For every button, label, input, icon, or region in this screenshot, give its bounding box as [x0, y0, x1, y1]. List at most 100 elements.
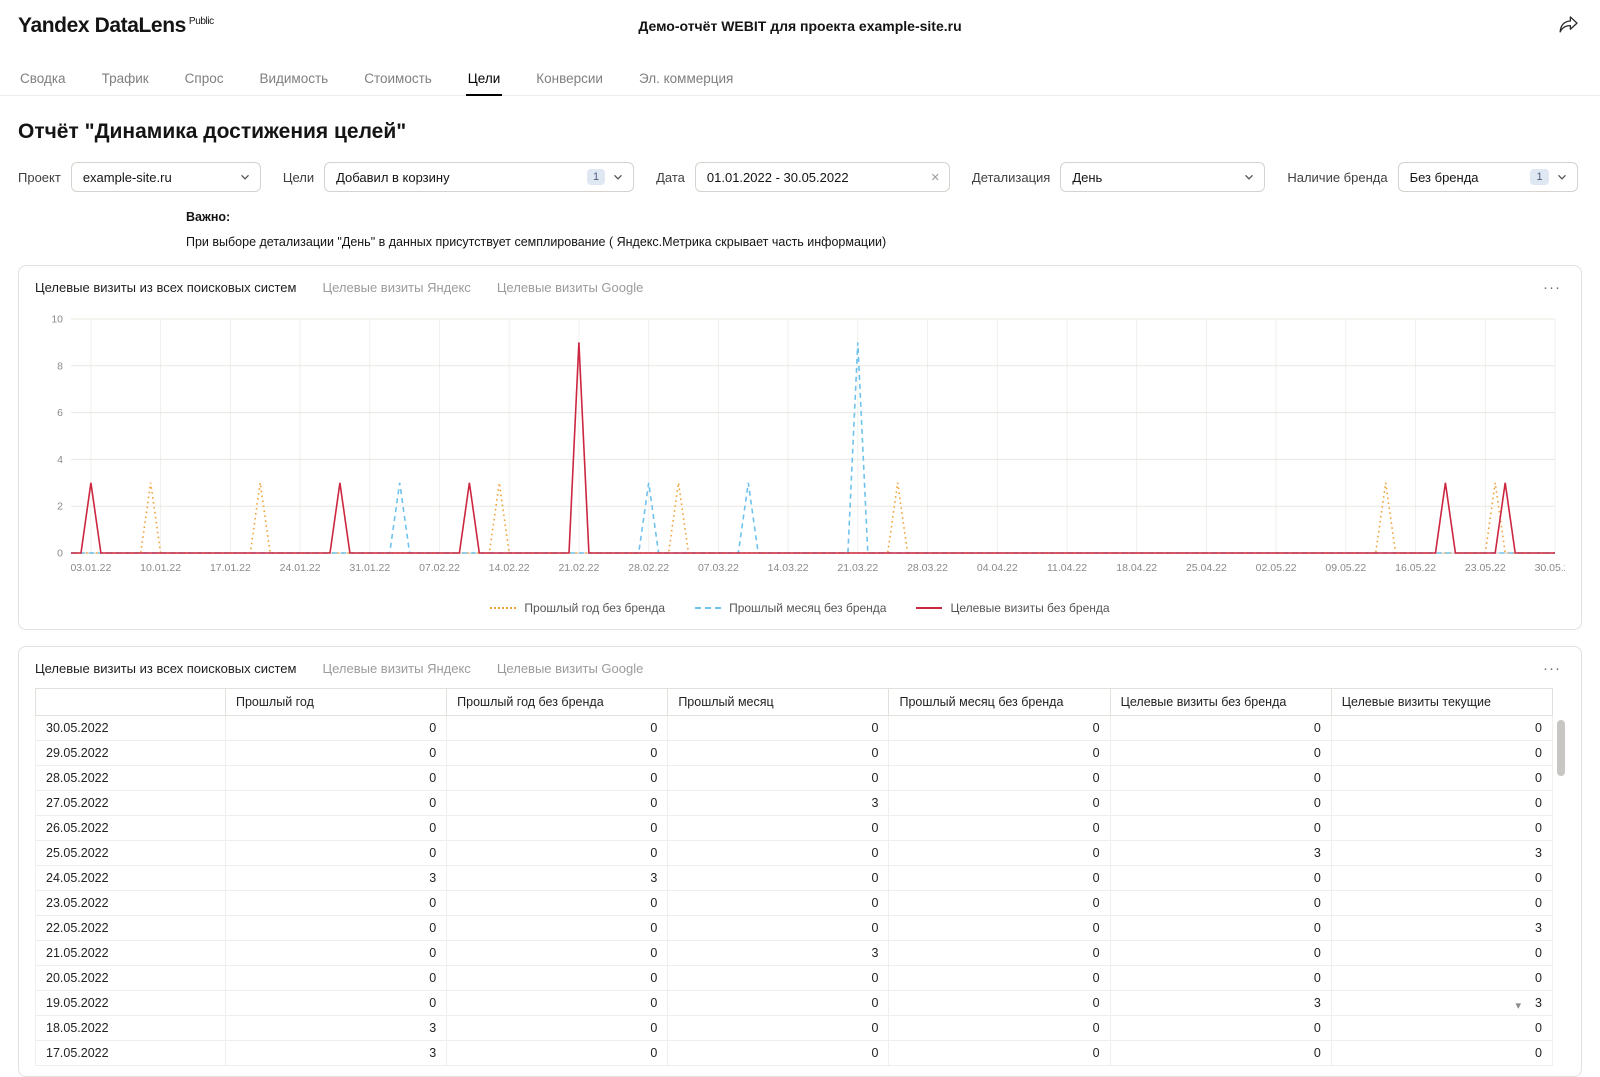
filter-control-date[interactable]: 01.01.2022 - 30.05.2022✕: [695, 162, 950, 192]
value-cell: 0: [447, 791, 668, 816]
clear-icon[interactable]: ✕: [931, 171, 940, 184]
more-menu-icon[interactable]: ···: [1539, 659, 1565, 678]
svg-text:03.01.22: 03.01.22: [70, 562, 111, 574]
logo-badge: Public: [189, 16, 214, 27]
table-scrollbar[interactable]: [1557, 720, 1565, 1050]
table-body: 30.05.202200000029.05.202200000028.05.20…: [36, 716, 1553, 1066]
date-cell: 23.05.2022: [36, 891, 226, 916]
more-menu-icon[interactable]: ···: [1539, 278, 1565, 297]
value-cell: 0: [889, 941, 1110, 966]
value-cell: 0: [1331, 966, 1552, 991]
value-cell: 0: [889, 841, 1110, 866]
svg-text:6: 6: [57, 407, 63, 419]
svg-text:16.05.22: 16.05.22: [1395, 562, 1436, 574]
table-card-tabs: Целевые визиты из всех поисковых систем Ц…: [35, 661, 643, 676]
value-cell: 0: [668, 991, 889, 1016]
filter-control-goals[interactable]: Добавил в корзину1: [324, 162, 634, 192]
filter-label: Дата: [656, 170, 685, 185]
scrollbar-thumb[interactable]: [1557, 720, 1565, 776]
chart-card-tab-active[interactable]: Целевые визиты из всех поисковых систем: [35, 280, 296, 295]
filter-control-project[interactable]: example-site.ru: [71, 162, 261, 192]
goal-visits-table: Прошлый годПрошлый год без брендаПрошлый…: [35, 688, 1553, 1066]
value-cell: 0: [889, 1016, 1110, 1041]
column-header: [36, 689, 226, 716]
value-cell: 0: [889, 1041, 1110, 1066]
table-card-tab[interactable]: Целевые визиты Яндекс: [322, 661, 470, 676]
value-cell: 0: [226, 816, 447, 841]
nav-tab[interactable]: Стоимость: [362, 62, 434, 95]
value-cell: 0: [447, 1041, 668, 1066]
value-cell: 0: [668, 916, 889, 941]
filter-value: Добавил в корзину: [336, 170, 450, 185]
table-card-tab[interactable]: Целевые визиты Google: [497, 661, 644, 676]
filter-goals: ЦелиДобавил в корзину1: [283, 162, 634, 192]
svg-text:02.05.22: 02.05.22: [1256, 562, 1297, 574]
legend-item[interactable]: Целевые визиты без бренда: [916, 601, 1109, 615]
value-cell: 3: [668, 941, 889, 966]
nav-tab[interactable]: Сводка: [18, 62, 68, 95]
value-cell: 0: [226, 741, 447, 766]
svg-text:07.02.22: 07.02.22: [419, 562, 460, 574]
value-cell: 0: [1331, 766, 1552, 791]
svg-text:09.05.22: 09.05.22: [1325, 562, 1366, 574]
date-cell: 27.05.2022: [36, 791, 226, 816]
svg-text:10.01.22: 10.01.22: [140, 562, 181, 574]
value-cell: 0: [447, 941, 668, 966]
value-cell: 3: [1110, 841, 1331, 866]
table-row: 25.05.2022000033: [36, 841, 1553, 866]
value-cell: 0: [226, 716, 447, 741]
column-header: Целевые визиты текущие: [1331, 689, 1552, 716]
svg-text:4: 4: [57, 454, 63, 466]
value-cell: 0: [668, 766, 889, 791]
value-cell: 3: [447, 866, 668, 891]
count-badge: 1: [1530, 169, 1548, 185]
value-cell: 0: [889, 716, 1110, 741]
date-cell: 28.05.2022: [36, 766, 226, 791]
value-cell: 0: [668, 816, 889, 841]
legend-item[interactable]: Прошлый год без бренда: [490, 601, 665, 615]
legend-label: Прошлый месяц без бренда: [729, 601, 886, 615]
value-cell: 0: [1110, 866, 1331, 891]
nav-tab[interactable]: Видимость: [257, 62, 330, 95]
value-cell: 0: [226, 991, 447, 1016]
chevron-down-icon: [239, 171, 251, 183]
value-cell: 0: [1110, 741, 1331, 766]
value-cell: 0: [1331, 1016, 1552, 1041]
nav-tabs: Сводка Трафик Спрос Видимость Стоимость Цели К…: [0, 58, 1600, 96]
table-row: 30.05.2022000000: [36, 716, 1553, 741]
table-row: 21.05.2022003000: [36, 941, 1553, 966]
nav-tab[interactable]: Спрос: [183, 62, 226, 95]
table-card-tab-active[interactable]: Целевые визиты из всех поисковых систем: [35, 661, 296, 676]
svg-text:28.02.22: 28.02.22: [628, 562, 669, 574]
value-cell: 0: [1110, 816, 1331, 841]
value-cell: 0: [447, 766, 668, 791]
value-cell: 3: [668, 791, 889, 816]
nav-tab-active[interactable]: Цели: [466, 62, 502, 95]
filter-control-brand[interactable]: Без бренда1: [1398, 162, 1578, 192]
table-row: 17.05.2022300000: [36, 1041, 1553, 1066]
table-row: 20.05.2022000000: [36, 966, 1553, 991]
nav-tab[interactable]: Эл. коммерция: [637, 62, 735, 95]
value-cell: 0: [889, 866, 1110, 891]
svg-text:25.04.22: 25.04.22: [1186, 562, 1227, 574]
value-cell: 0: [1331, 866, 1552, 891]
value-cell: 0: [447, 1016, 668, 1041]
share-button[interactable]: [1555, 12, 1582, 40]
value-cell: 3: [226, 1041, 447, 1066]
nav-tab[interactable]: Трафик: [100, 62, 151, 95]
scroll-down-icon[interactable]: ▾: [1515, 999, 1521, 1012]
value-cell: 0: [1110, 916, 1331, 941]
value-cell: 0: [447, 966, 668, 991]
value-cell: 0: [447, 841, 668, 866]
chart-card-tabs: Целевые визиты из всех поисковых систем Ц…: [35, 280, 643, 295]
svg-text:31.01.22: 31.01.22: [349, 562, 390, 574]
nav-tab[interactable]: Конверсии: [534, 62, 605, 95]
value-cell: 0: [1110, 766, 1331, 791]
filter-control-detail[interactable]: День: [1060, 162, 1265, 192]
value-cell: 0: [889, 916, 1110, 941]
value-cell: 0: [1110, 791, 1331, 816]
legend-item[interactable]: Прошлый месяц без бренда: [695, 601, 886, 615]
chart-card-tab[interactable]: Целевые визиты Google: [497, 280, 644, 295]
svg-text:14.03.22: 14.03.22: [768, 562, 809, 574]
chart-card-tab[interactable]: Целевые визиты Яндекс: [322, 280, 470, 295]
